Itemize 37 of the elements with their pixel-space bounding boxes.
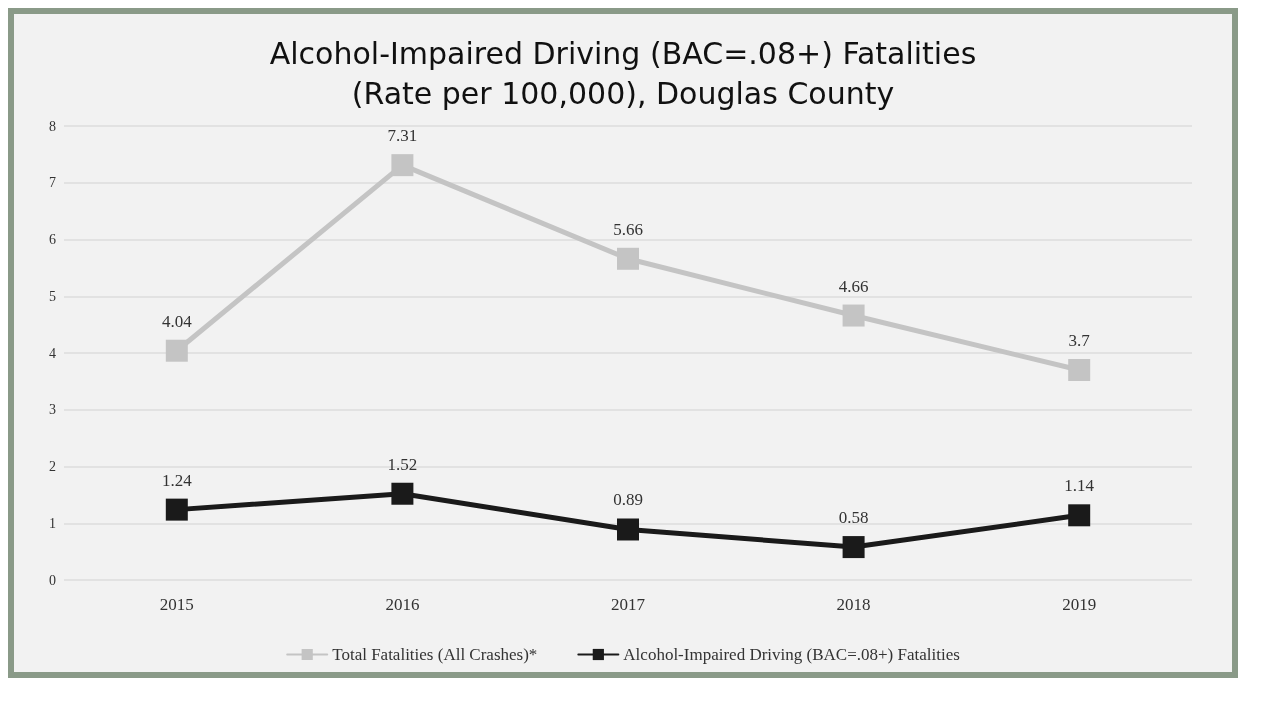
- data-label: 4.66: [838, 276, 869, 296]
- data-label: 1.24: [161, 470, 193, 490]
- data-label: 3.7: [1068, 331, 1091, 351]
- data-label: 0.89: [613, 490, 643, 510]
- x-tick-label: 2019: [1062, 595, 1097, 614]
- point: [842, 536, 865, 559]
- x-tick-label: 2016: [385, 595, 420, 614]
- point: [165, 339, 188, 362]
- point: [1068, 504, 1091, 527]
- data-label: 0.58: [838, 508, 869, 528]
- x-tick-label: 2015: [159, 595, 194, 614]
- point: [391, 482, 414, 505]
- chart-title: Alcohol-Impaired Driving (BAC=.08+) Fatalities (Rate per 100,000), Douglas County: [269, 35, 977, 111]
- data-label: 7.31: [387, 126, 418, 146]
- y-tick-label: 6: [49, 232, 56, 247]
- y-tick-label: 2: [49, 459, 56, 474]
- data-label: 1.52: [387, 454, 418, 474]
- point: [617, 247, 639, 270]
- data-label: 5.66: [613, 219, 643, 239]
- point: [842, 304, 865, 327]
- data-label: 4.04: [161, 311, 193, 331]
- y-tick-label: 3: [49, 402, 56, 418]
- y-tick-label: 8: [49, 118, 56, 134]
- y-tick-label: 5: [49, 288, 56, 304]
- x-tick-label: 2017: [611, 595, 646, 614]
- y-tick-label: 1: [49, 515, 56, 531]
- point: [1068, 359, 1091, 382]
- legend-label: Alcohol-Impaired Driving (BAC=.08+) Fatalities: [623, 645, 960, 664]
- point: [617, 518, 639, 541]
- legend-label: Total Fatalities (All Crashes)*: [332, 645, 538, 664]
- y-tick-label: 7: [49, 175, 56, 191]
- y-tick-label: 0: [49, 572, 56, 588]
- x-tick-label: 2018: [836, 595, 871, 614]
- y-tick-label: 4: [49, 345, 56, 361]
- point: [165, 498, 188, 521]
- point: [391, 154, 414, 177]
- data-label: 1.14: [1064, 476, 1095, 496]
